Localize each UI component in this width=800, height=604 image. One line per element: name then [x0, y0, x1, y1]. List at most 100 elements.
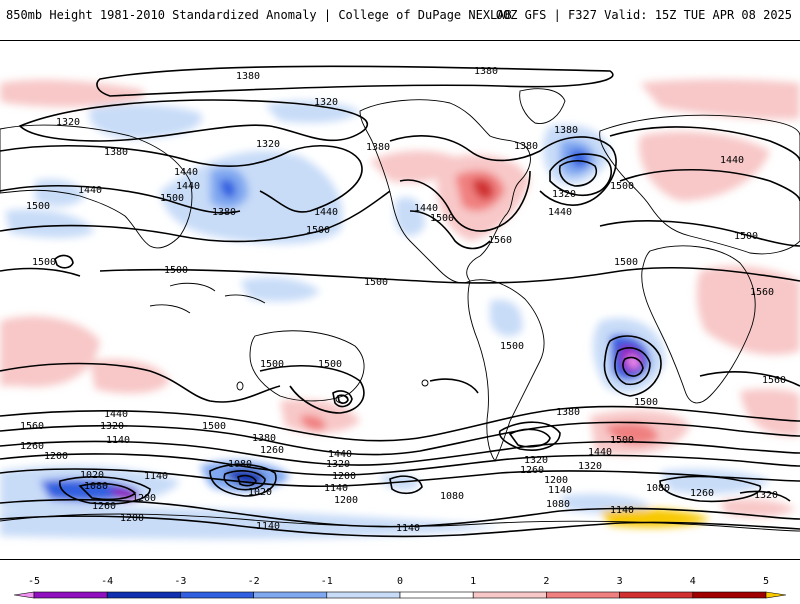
contour-label: 1200 — [334, 495, 358, 506]
colorbar-band — [692, 591, 767, 599]
contour-label: 1380 — [514, 141, 538, 152]
contour-label: 1140 — [324, 483, 348, 494]
contour-label: 1140 — [548, 485, 572, 496]
contour-label: 1500 — [430, 213, 454, 224]
height-contour — [99, 266, 800, 284]
contour-label: 1440 — [78, 185, 102, 196]
contour-label: 1440 — [414, 203, 438, 214]
height-contour — [0, 190, 391, 243]
contour-label: 1140 — [144, 471, 168, 482]
colorbar-tick-label: -3 — [174, 576, 187, 587]
colorbar-tick-label: 2 — [543, 576, 550, 587]
contour-label: 1320 — [256, 139, 280, 150]
contour-label: 1500 — [26, 201, 50, 212]
height-contour — [659, 475, 762, 503]
map-header: 850mb Height 1981-2010 Standardized Anom… — [0, 0, 800, 30]
contour-label: 1260 — [20, 441, 44, 452]
contour-label: 1440 — [176, 181, 200, 192]
contour-label: 1440 — [314, 207, 338, 218]
contour-label: 1320 — [314, 97, 338, 108]
contour-labels: 1380 1380 1320 1320 1380 1440 1440 1500 … — [20, 66, 786, 534]
contour-label: 1140 — [256, 521, 280, 532]
anomaly-positive-region — [90, 359, 170, 394]
colorbar-band — [472, 591, 547, 599]
contour-label: 1320 — [100, 421, 124, 432]
contour-label: 1440 — [588, 447, 612, 458]
anomaly-negative-region — [0, 506, 500, 539]
height-contour — [603, 335, 662, 397]
contour-label: 1560 — [762, 375, 786, 386]
contour-label: 1080 — [84, 481, 108, 492]
coastline-africa — [641, 245, 756, 404]
anomaly-positive-region — [720, 498, 795, 518]
height-contour — [0, 498, 800, 528]
contour-label: 1200 — [44, 451, 68, 462]
height-contour — [498, 421, 561, 451]
anomaly-negative-region — [490, 299, 523, 337]
colorbar-band — [33, 591, 108, 599]
height-contour — [78, 482, 137, 501]
contour-label: 1020 — [248, 487, 272, 498]
contour-label: 1500 — [160, 193, 184, 204]
height-contour — [332, 390, 353, 408]
colorbar-tick-label: -4 — [101, 576, 114, 587]
height-contour — [0, 362, 281, 403]
anomaly-positive-region — [472, 179, 494, 200]
coastline-island — [236, 381, 244, 391]
height-contour — [558, 159, 597, 187]
height-contour — [0, 405, 800, 442]
coastline-island — [421, 379, 429, 387]
colorbar-band — [253, 591, 328, 599]
anomaly-positive-region — [740, 388, 800, 437]
contour-label: 1020 — [80, 470, 104, 481]
anomaly-colorbar: -5 -4 -3 -2 -1 0 1 2 3 4 5 — [0, 572, 800, 600]
contour-label: 1260 — [690, 488, 714, 499]
height-contour — [0, 421, 800, 456]
colorbar-band — [326, 591, 401, 599]
height-contour — [223, 470, 266, 491]
contour-label: 1500 — [260, 359, 284, 370]
contour-label: 1500 — [202, 421, 226, 432]
colorbar-band — [765, 591, 787, 599]
coastline-north-america — [359, 99, 531, 284]
contour-label: 1500 — [318, 359, 342, 370]
height-contours — [0, 65, 800, 538]
contour-label: 1080 — [646, 483, 670, 494]
height-contour — [622, 356, 644, 377]
colorbar-band — [106, 591, 181, 599]
anomaly-negative-region — [110, 488, 139, 501]
height-contour — [209, 463, 277, 497]
colorbar-tick-label: -1 — [320, 576, 333, 587]
height-contour — [609, 126, 800, 162]
height-contour — [699, 371, 800, 387]
anomaly-positive-region — [639, 131, 770, 201]
contour-label: 1500 — [500, 341, 524, 352]
height-contour — [399, 170, 531, 232]
colorbar-tick-label: 4 — [689, 576, 696, 587]
height-contour — [0, 440, 800, 466]
contour-label: 1380 — [366, 142, 390, 153]
anomaly-negative-region — [265, 100, 360, 123]
contour-label: 1260 — [92, 501, 116, 512]
anomaly-negative-region — [89, 104, 202, 139]
contour-label: 1080 — [228, 459, 252, 470]
coastline-indonesia — [149, 282, 266, 314]
anomaly-positive-region — [640, 79, 800, 120]
contour-label: 1080 — [546, 499, 570, 510]
contour-label: 1500 — [734, 231, 758, 242]
contour-label: 1380 — [556, 407, 580, 418]
height-contour — [409, 210, 491, 250]
height-contour — [0, 184, 241, 214]
height-contour — [18, 99, 369, 142]
height-contour — [614, 347, 651, 386]
height-contour — [0, 515, 800, 538]
anomaly-negative-region — [240, 277, 320, 302]
height-contour — [499, 470, 800, 482]
height-contour — [59, 476, 151, 505]
height-contour — [599, 220, 800, 247]
colorbar-band — [619, 591, 694, 599]
contour-label: 1500 — [610, 435, 634, 446]
colorbar-tick-label: 0 — [396, 576, 404, 587]
contour-label: 1140 — [106, 435, 130, 446]
contour-label: 1500 — [614, 257, 638, 268]
